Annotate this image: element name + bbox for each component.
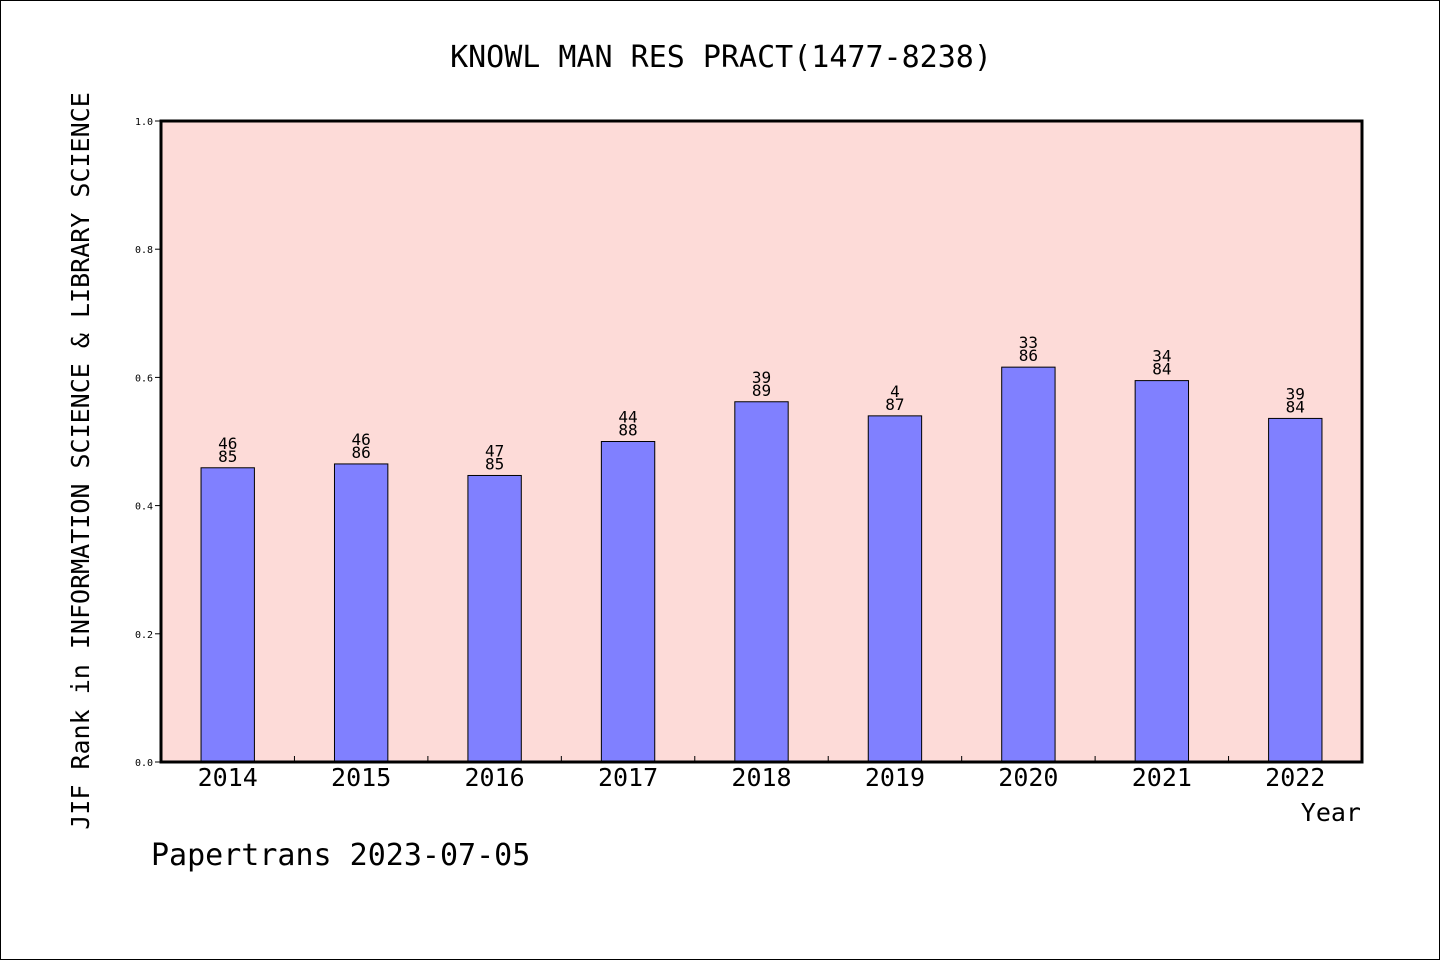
x-tick-labels: 2014 2015 2016 2017 2018 2019 2020 2021 2022 (198, 756, 1325, 792)
bar-label-total: 85 (218, 447, 237, 466)
y-tick-label: 1.0 (135, 117, 153, 128)
chart-title: KNOWL MAN RES PRACT(1477-8238) (450, 40, 992, 75)
bar-label-rank: 39 (752, 368, 771, 387)
bar-label-rank: 34 (1152, 347, 1171, 366)
bar-label-rank: 39 (1286, 384, 1305, 403)
x-tick-label: 2021 (1132, 763, 1192, 792)
bar-label-total: 88 (618, 421, 637, 440)
x-tick-label: 2020 (998, 763, 1058, 792)
bar-label-rank: 47 (485, 441, 504, 460)
bar-2015 (333, 463, 389, 763)
x-tick-label: 2019 (865, 763, 925, 792)
bar-2014 (200, 467, 255, 763)
bar-2022 (1268, 417, 1323, 763)
bar-label-total: 84 (1152, 360, 1171, 379)
y-tick-label: 0.6 (135, 373, 153, 384)
bar-2017 (600, 441, 656, 763)
bar-label-rank: 46 (218, 434, 237, 453)
footer-credit: Papertrans 2023-07-05 (151, 838, 530, 873)
bar-2018 (734, 401, 789, 763)
bar-2019 (867, 415, 923, 763)
bar-label-rank: 44 (618, 408, 637, 427)
bar-2020 (1001, 366, 1056, 763)
y-tick-label: 0.0 (135, 758, 153, 769)
x-tick-label: 2014 (198, 763, 258, 792)
y-tick-label: 0.8 (135, 245, 153, 256)
bar-2016 (467, 474, 522, 763)
x-axis-label: Year (1301, 798, 1361, 827)
bar-label-total: 89 (752, 381, 771, 400)
plot-border (159, 119, 1364, 764)
bar-label-rank: 33 (1019, 333, 1038, 352)
bar-label-rank: 46 (352, 430, 371, 449)
bar-label-total: 84 (1286, 397, 1305, 416)
x-tick-label: 2016 (465, 763, 525, 792)
bar-label-total: 86 (352, 443, 371, 462)
bar-label-total: 86 (1019, 346, 1038, 365)
x-tick-label: 2017 (598, 763, 658, 792)
bar-label-total: 85 (485, 454, 504, 473)
bar-label-rank: 4 (890, 382, 900, 401)
x-tick-label: 2022 (1265, 763, 1325, 792)
y-axis-label: JIF Rank in INFORMATION SCIENCE & LIBRAR… (66, 92, 95, 830)
y-tick-label: 0.4 (135, 502, 153, 513)
x-tick-label: 2015 (331, 763, 391, 792)
y-tick-labels: 0.0 0.2 0.4 0.6 0.8 1.0 (135, 117, 161, 769)
y-tick-label: 0.2 (135, 630, 153, 641)
bar-label-total: 87 (885, 395, 904, 414)
bar-2021 (1134, 380, 1190, 763)
x-tick-label: 2018 (731, 763, 791, 792)
